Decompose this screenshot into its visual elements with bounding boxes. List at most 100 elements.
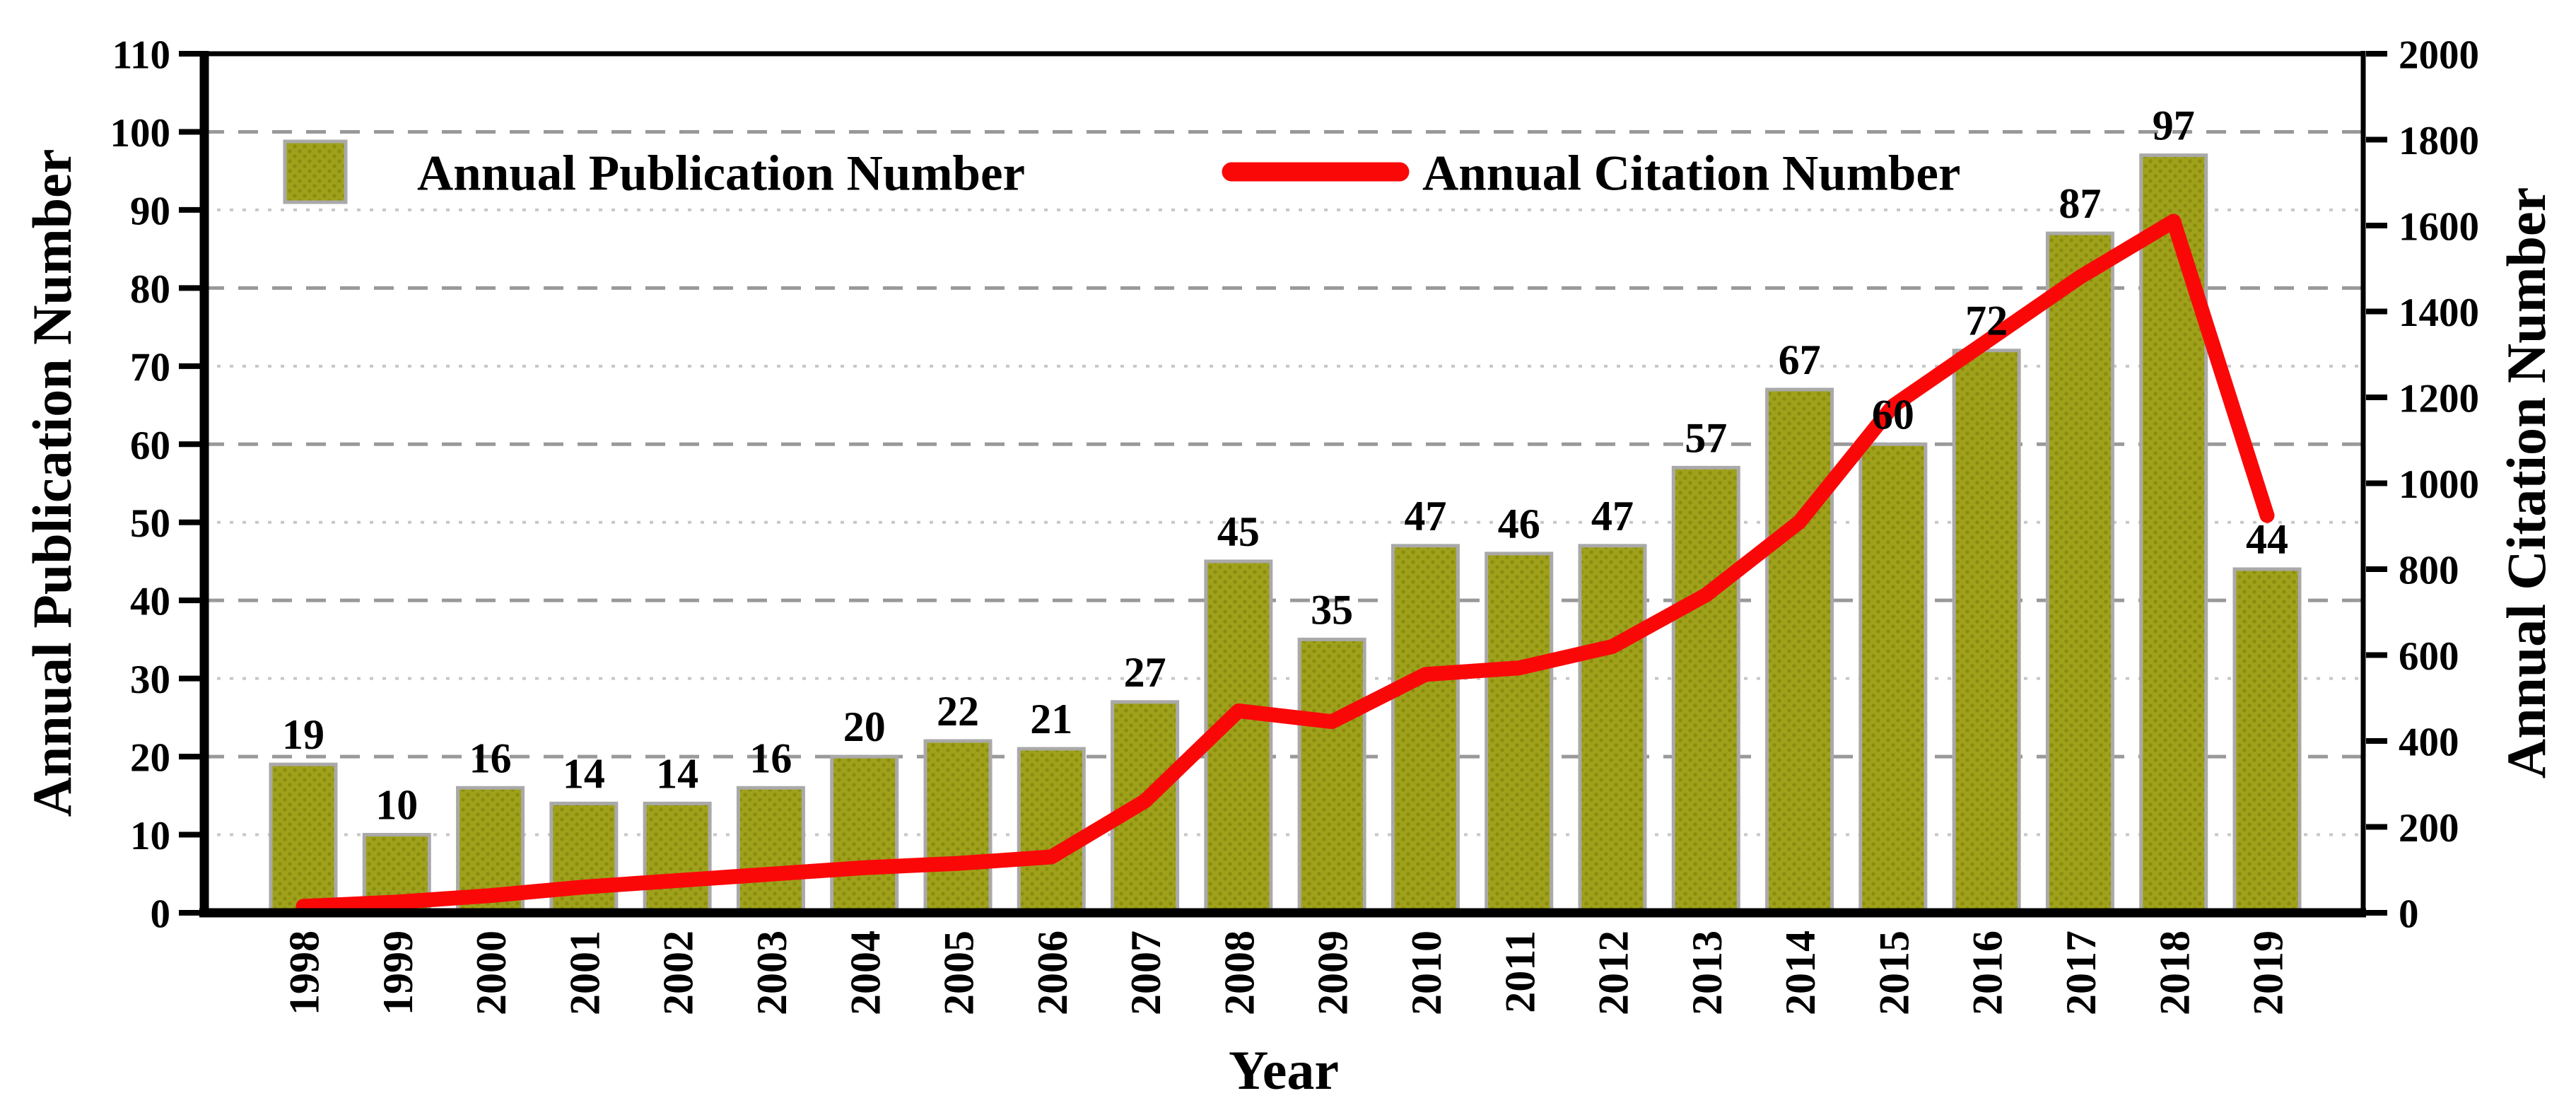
year-label-2018: 2018	[2151, 930, 2198, 1015]
year-label-2014: 2014	[1777, 930, 1824, 1015]
publication-bars	[269, 153, 2302, 915]
bar-label-2016: 72	[1965, 298, 2008, 344]
year-label-2012: 2012	[1591, 930, 1637, 1015]
bar-label-2000: 16	[469, 735, 512, 781]
year-label-2003: 2003	[749, 930, 795, 1015]
bar-value-labels: 19 10 16 14 14 16 20 22 21 27 45 35 47 46 47 57 67 60 72 87…	[282, 103, 2288, 829]
year-label-1999: 1999	[375, 930, 421, 1015]
year-label-2006: 2006	[1029, 930, 1076, 1015]
publication-bar-2003	[736, 786, 805, 915]
publication-bar-2013	[1671, 465, 1740, 915]
axis-ticks	[179, 51, 2387, 916]
publication-bar-2014	[1765, 387, 1834, 915]
right-tick-label-400: 400	[2399, 720, 2459, 765]
year-label-2015: 2015	[1870, 930, 1917, 1015]
left-tick-label-90: 90	[130, 189, 170, 233]
publication-bar-2004	[830, 754, 899, 915]
right-tick-label-1000: 1000	[2399, 462, 2479, 507]
bar-label-2018: 97	[2153, 103, 2195, 149]
publication-bar-1998	[269, 762, 338, 915]
right-tick-label-0: 0	[2399, 892, 2419, 937]
bar-label-2005: 22	[937, 688, 979, 735]
bar-label-2004: 20	[843, 704, 886, 750]
left-tick-label-10: 10	[130, 814, 170, 858]
publication-bar-2002	[643, 801, 712, 915]
right-tick-label-1600: 1600	[2399, 205, 2479, 250]
bar-label-2001: 14	[563, 750, 605, 797]
right-tick-label-200: 200	[2399, 806, 2459, 851]
citation-line-path	[295, 214, 2275, 914]
year-label-2011: 2011	[1497, 930, 1543, 1013]
bar-label-2015: 60	[1872, 391, 1914, 438]
left-tick-label-70: 70	[130, 345, 170, 390]
year-labels: 1998 1999 2000 2001 2002 2003 2004 2005 2006 2007…	[281, 930, 2292, 1015]
citation-line	[295, 214, 2275, 914]
year-label-2017: 2017	[2058, 930, 2104, 1015]
year-label-2013: 2013	[1684, 930, 1731, 1015]
right-tick-label-1400: 1400	[2399, 291, 2479, 335]
bar-label-2007: 27	[1124, 649, 1166, 696]
publication-bar-2019	[2232, 567, 2302, 915]
left-tick-label-40: 40	[130, 580, 170, 624]
bar-label-1998: 19	[282, 711, 324, 758]
year-label-2004: 2004	[842, 930, 889, 1015]
gridlines	[204, 129, 2363, 836]
year-label-2001: 2001	[561, 930, 608, 1015]
publication-bar-2009	[1297, 637, 1366, 915]
left-tick-label-80: 80	[130, 267, 170, 312]
year-label-2008: 2008	[1216, 930, 1263, 1015]
left-tick-label-100: 100	[110, 111, 171, 156]
bar-label-2009: 35	[1311, 586, 1353, 633]
left-axis-title: Annual Publication Number	[21, 149, 83, 817]
left-tick-label-20: 20	[130, 736, 170, 781]
bar-label-2010: 47	[1404, 493, 1446, 539]
right-tick-label-1800: 1800	[2399, 119, 2479, 163]
right-tick-label-600: 600	[2399, 634, 2459, 679]
year-label-2002: 2002	[655, 930, 702, 1015]
year-label-2016: 2016	[1965, 930, 2011, 1015]
publication-bar-2010	[1391, 544, 1460, 915]
left-tick-label-30: 30	[130, 658, 170, 702]
right-tick-label-2000: 2000	[2399, 33, 2479, 78]
x-axis-title: Year	[1229, 1039, 1339, 1101]
axis-tick-labels: 0 10 20 30 40 50 60 70 80 90 100 110 0 200 400 600 800 10…	[110, 33, 2480, 937]
bar-label-2013: 57	[1685, 414, 1727, 461]
left-tick-label-0: 0	[151, 892, 171, 937]
bar-label-2014: 67	[1779, 337, 1821, 383]
year-label-1998: 1998	[281, 930, 328, 1015]
year-label-2000: 2000	[468, 930, 515, 1015]
publication-bar-2015	[1858, 442, 1928, 915]
right-tick-label-800: 800	[2399, 549, 2459, 593]
publication-bar-2011	[1485, 551, 1554, 915]
bar-label-2012: 47	[1591, 493, 1634, 539]
legend-bar-swatch	[283, 139, 348, 204]
publication-bar-2012	[1578, 544, 1647, 915]
bar-label-2006: 21	[1030, 696, 1072, 742]
legend-citation-label: Annual Citation Number	[1422, 146, 1960, 202]
plot-frame	[199, 51, 2366, 918]
year-label-2007: 2007	[1123, 930, 1169, 1015]
bar-label-2019: 44	[2246, 516, 2288, 563]
year-label-2009: 2009	[1310, 930, 1357, 1015]
publication-bar-2005	[923, 739, 993, 915]
right-tick-label-1200: 1200	[2399, 377, 2479, 421]
bar-label-2002: 14	[656, 750, 698, 797]
left-tick-label-60: 60	[130, 424, 170, 468]
year-label-2010: 2010	[1403, 930, 1450, 1015]
right-axis-title: Annual Citation Number	[2495, 187, 2557, 778]
bar-label-2003: 16	[749, 735, 792, 781]
bar-label-2017: 87	[2059, 180, 2101, 227]
left-tick-label-50: 50	[130, 501, 170, 546]
year-label-2005: 2005	[936, 930, 983, 1015]
bar-label-2008: 45	[1217, 508, 1260, 555]
year-label-2019: 2019	[2245, 930, 2292, 1015]
publication-bar-2017	[2045, 231, 2114, 915]
legend: Annual Publication Number Annual Citatio…	[283, 139, 1960, 204]
publication-bar-2006	[1017, 747, 1086, 915]
left-tick-label-110: 110	[112, 33, 170, 78]
bar-label-2011: 46	[1498, 501, 1540, 547]
legend-publication-label: Annual Publication Number	[417, 146, 1025, 202]
publication-bar-2016	[1952, 349, 2021, 915]
